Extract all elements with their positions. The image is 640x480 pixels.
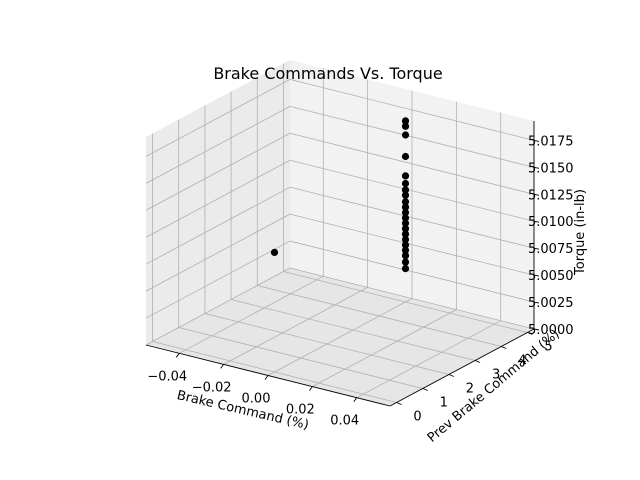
z-grid-left — [145, 267, 291, 346]
y-tick-mark — [474, 360, 481, 363]
scatter-point — [401, 198, 410, 206]
z-tick-label: 5.0050 — [528, 269, 574, 284]
y-tick-label: 4 — [518, 354, 526, 369]
x-tick-mark — [220, 364, 224, 369]
scatter-point — [401, 235, 410, 244]
y-tick-mark — [422, 388, 428, 391]
scatter-point — [401, 265, 410, 273]
z-grid-back — [289, 213, 535, 276]
y-tick-label: 3 — [492, 368, 500, 383]
z-tick-label: 5.0150 — [528, 161, 574, 176]
scatter-point — [401, 219, 410, 227]
x-grid-floor — [267, 298, 413, 376]
y-grid-floor — [178, 327, 423, 389]
scatter-point — [401, 179, 410, 188]
z-grid-back — [289, 105, 535, 168]
z-tick-mark — [533, 274, 540, 277]
x-grid-floor — [223, 287, 368, 365]
z-tick-mark — [533, 139, 540, 142]
scatter-point — [401, 241, 410, 249]
z-grid-left — [145, 240, 291, 319]
scatter-point — [401, 246, 410, 254]
z-tick-label: 5.0025 — [528, 296, 574, 311]
z-tick-label: 5.0100 — [528, 215, 574, 230]
scatter-point — [401, 258, 410, 266]
z-grid-left — [145, 79, 291, 157]
z-grid-left — [145, 186, 291, 265]
chart-title: Brake Commands Vs. Torque — [213, 64, 442, 83]
left-pane — [146, 60, 290, 345]
z-grid-back — [289, 132, 535, 195]
z-tick-label: 5.0075 — [528, 242, 574, 257]
z-axis-label: Torque (in-lb) — [573, 189, 588, 276]
scatter-point — [401, 172, 410, 180]
z-tick-mark — [533, 301, 540, 304]
x-tick-label: 0.04 — [330, 414, 359, 429]
z-tick-mark — [533, 220, 540, 223]
z-grid-back — [289, 186, 535, 249]
y-grid-floor — [204, 313, 450, 375]
scatter-point — [401, 203, 410, 211]
z-tick-mark — [533, 193, 540, 196]
scatter-point — [401, 252, 410, 260]
y-tick-mark — [448, 374, 455, 377]
y-tick-label: 5 — [544, 340, 552, 355]
z-tick-label: 5.0000 — [528, 323, 574, 338]
scatter-point — [401, 230, 410, 238]
y-axis-ticks: 0 1 2 3 4 5 — [396, 332, 553, 425]
y-axis-line — [389, 328, 535, 407]
z-grid-left — [145, 159, 291, 238]
x-tick-mark — [175, 353, 180, 358]
x-tick-mark — [309, 386, 313, 391]
z-tick-mark — [533, 247, 540, 250]
y-tick-mark — [527, 332, 533, 335]
scatter-point — [401, 214, 410, 222]
z-grid-back — [289, 159, 535, 222]
scatter-point — [401, 191, 410, 199]
scatter-point — [401, 131, 410, 139]
x-tick-mark — [264, 375, 269, 380]
scatter-point — [401, 152, 410, 161]
x-grid-floor — [356, 320, 501, 399]
z-grid-back — [289, 267, 535, 330]
y-tick-label: 2 — [466, 382, 474, 397]
scatter-point — [270, 248, 279, 256]
scatter-points — [270, 117, 410, 273]
z-tick-mark — [533, 328, 540, 331]
scatter-point — [401, 117, 410, 125]
scatter-point — [401, 122, 410, 130]
x-tick-label: −0.02 — [192, 380, 232, 395]
y-tick-label: 1 — [440, 396, 448, 411]
scatter-point — [401, 186, 410, 194]
z-axis-ticks: 5.0000 5.0025 5.0050 5.0075 5.0100 5.0125 5.01… — [528, 134, 574, 338]
x-tick-mark — [353, 397, 358, 402]
z-tick-label: 5.0175 — [528, 134, 574, 149]
z-grid-back — [289, 240, 535, 303]
z-grid-left — [145, 132, 291, 211]
x-axis-ticks: −0.04 −0.02 0.00 0.02 0.04 — [147, 353, 359, 429]
y-tick-mark — [396, 402, 402, 405]
axes-gridlines — [145, 63, 535, 403]
z-grid-left — [145, 213, 291, 292]
x-tick-label: 0.02 — [286, 403, 315, 418]
y-grid-floor — [257, 285, 502, 347]
y-tick-mark — [501, 346, 507, 349]
z-tick-mark — [533, 166, 540, 169]
x-grid-floor — [179, 275, 324, 354]
x-tick-label: −0.04 — [147, 369, 187, 384]
scatter-point — [401, 208, 410, 217]
y-grid-floor — [283, 271, 528, 333]
y-tick-label: 0 — [413, 410, 421, 425]
z-tick-label: 5.0125 — [528, 188, 574, 203]
x-grid-floor — [312, 309, 457, 387]
z-grid-left — [145, 105, 291, 184]
z-grid-back — [289, 79, 535, 141]
y-grid-floor — [230, 299, 476, 361]
scatter-point — [401, 225, 410, 233]
x-tick-label: 0.00 — [242, 392, 271, 407]
y-grid-floor — [152, 341, 397, 403]
